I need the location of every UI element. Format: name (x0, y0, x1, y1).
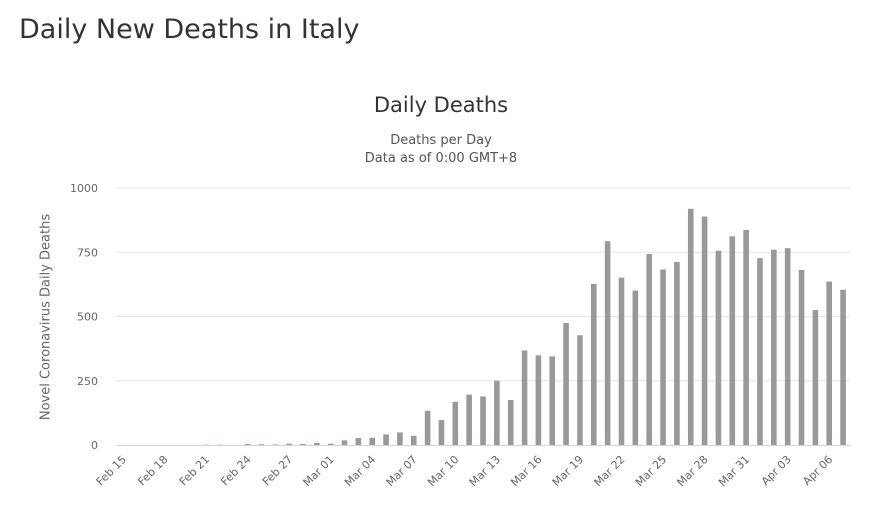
x-tick-label: Feb 18 (135, 453, 170, 488)
bar[interactable] (258, 444, 265, 445)
bar[interactable] (507, 400, 514, 445)
x-tick-label: Feb 15 (94, 453, 129, 488)
page-title: Daily New Deaths in Italy (19, 14, 360, 45)
bar[interactable] (715, 250, 722, 445)
bar[interactable] (771, 249, 777, 445)
x-tick-label: Feb 24 (218, 453, 253, 488)
bar[interactable] (300, 443, 306, 445)
bar[interactable] (397, 432, 403, 445)
bar[interactable] (424, 410, 431, 445)
x-tick-label: Mar 22 (591, 453, 627, 489)
gridlines: 0 250 500 750 1000 (70, 182, 850, 452)
bar[interactable] (798, 269, 805, 445)
bar[interactable] (618, 277, 625, 445)
x-tick-label: Feb 27 (260, 453, 295, 488)
bar[interactable] (286, 443, 292, 445)
bar-series (203, 208, 846, 445)
bar[interactable] (383, 434, 389, 445)
y-tick-label: 1000 (70, 182, 98, 195)
bar[interactable] (452, 401, 459, 445)
x-tick-label: Feb 21 (177, 453, 212, 488)
x-tick-label: Mar 31 (716, 453, 752, 489)
x-tick-label: Mar 25 (633, 453, 669, 489)
bar[interactable] (687, 208, 694, 445)
bar[interactable] (577, 335, 583, 445)
bar[interactable] (660, 269, 666, 445)
bar[interactable] (244, 443, 251, 445)
bar[interactable] (494, 380, 500, 445)
bar[interactable] (563, 322, 569, 445)
bar[interactable] (840, 289, 846, 445)
bar[interactable] (590, 283, 597, 445)
x-tick-label: Mar 04 (342, 453, 378, 489)
bar[interactable] (438, 420, 445, 445)
x-tick-label: Mar 19 (550, 453, 586, 489)
x-tick-label: Mar 16 (508, 453, 544, 489)
bar[interactable] (480, 396, 486, 445)
bar[interactable] (701, 216, 708, 445)
bar[interactable] (604, 241, 611, 445)
bar[interactable] (369, 437, 376, 445)
bar[interactable] (757, 258, 763, 445)
y-tick-label: 0 (91, 439, 98, 452)
x-tick-label: Apr 03 (759, 453, 794, 488)
y-tick-label: 750 (77, 246, 98, 259)
bar[interactable] (743, 229, 749, 445)
bar[interactable] (646, 254, 652, 445)
bar[interactable] (327, 443, 334, 445)
bar[interactable] (314, 442, 320, 445)
bar[interactable] (341, 440, 348, 445)
x-tick-label: Mar 13 (467, 453, 503, 489)
bar[interactable] (549, 356, 556, 445)
y-tick-label: 250 (77, 375, 98, 388)
chart-subtitle-line-1: Deaths per Day (390, 133, 492, 148)
x-tick-label: Mar 01 (301, 453, 337, 489)
y-tick-label: 500 (77, 311, 98, 324)
bar[interactable] (674, 262, 680, 445)
bar[interactable] (466, 394, 472, 445)
x-tick-label: Mar 10 (425, 453, 461, 489)
x-tick-label: Apr 06 (800, 453, 835, 488)
bar[interactable] (521, 350, 528, 445)
x-tick-label: Mar 07 (384, 453, 420, 489)
bar[interactable] (272, 444, 279, 445)
bar[interactable] (812, 310, 819, 445)
chart-title: Daily Deaths (373, 93, 509, 117)
x-axis: Feb 15 Feb 18 Feb 21 Feb 24 Feb 27 Mar 01 Mar … (94, 445, 850, 489)
bar[interactable] (535, 355, 542, 445)
bar[interactable] (826, 281, 833, 445)
chart-subtitle-line-2: Data as of 0:00 GMT+8 (364, 151, 518, 166)
bar[interactable] (784, 248, 791, 445)
x-tick-label: Mar 28 (674, 453, 710, 489)
bar[interactable] (729, 236, 736, 445)
bar[interactable] (632, 290, 639, 445)
bar[interactable] (410, 435, 417, 445)
bar[interactable] (355, 438, 362, 445)
